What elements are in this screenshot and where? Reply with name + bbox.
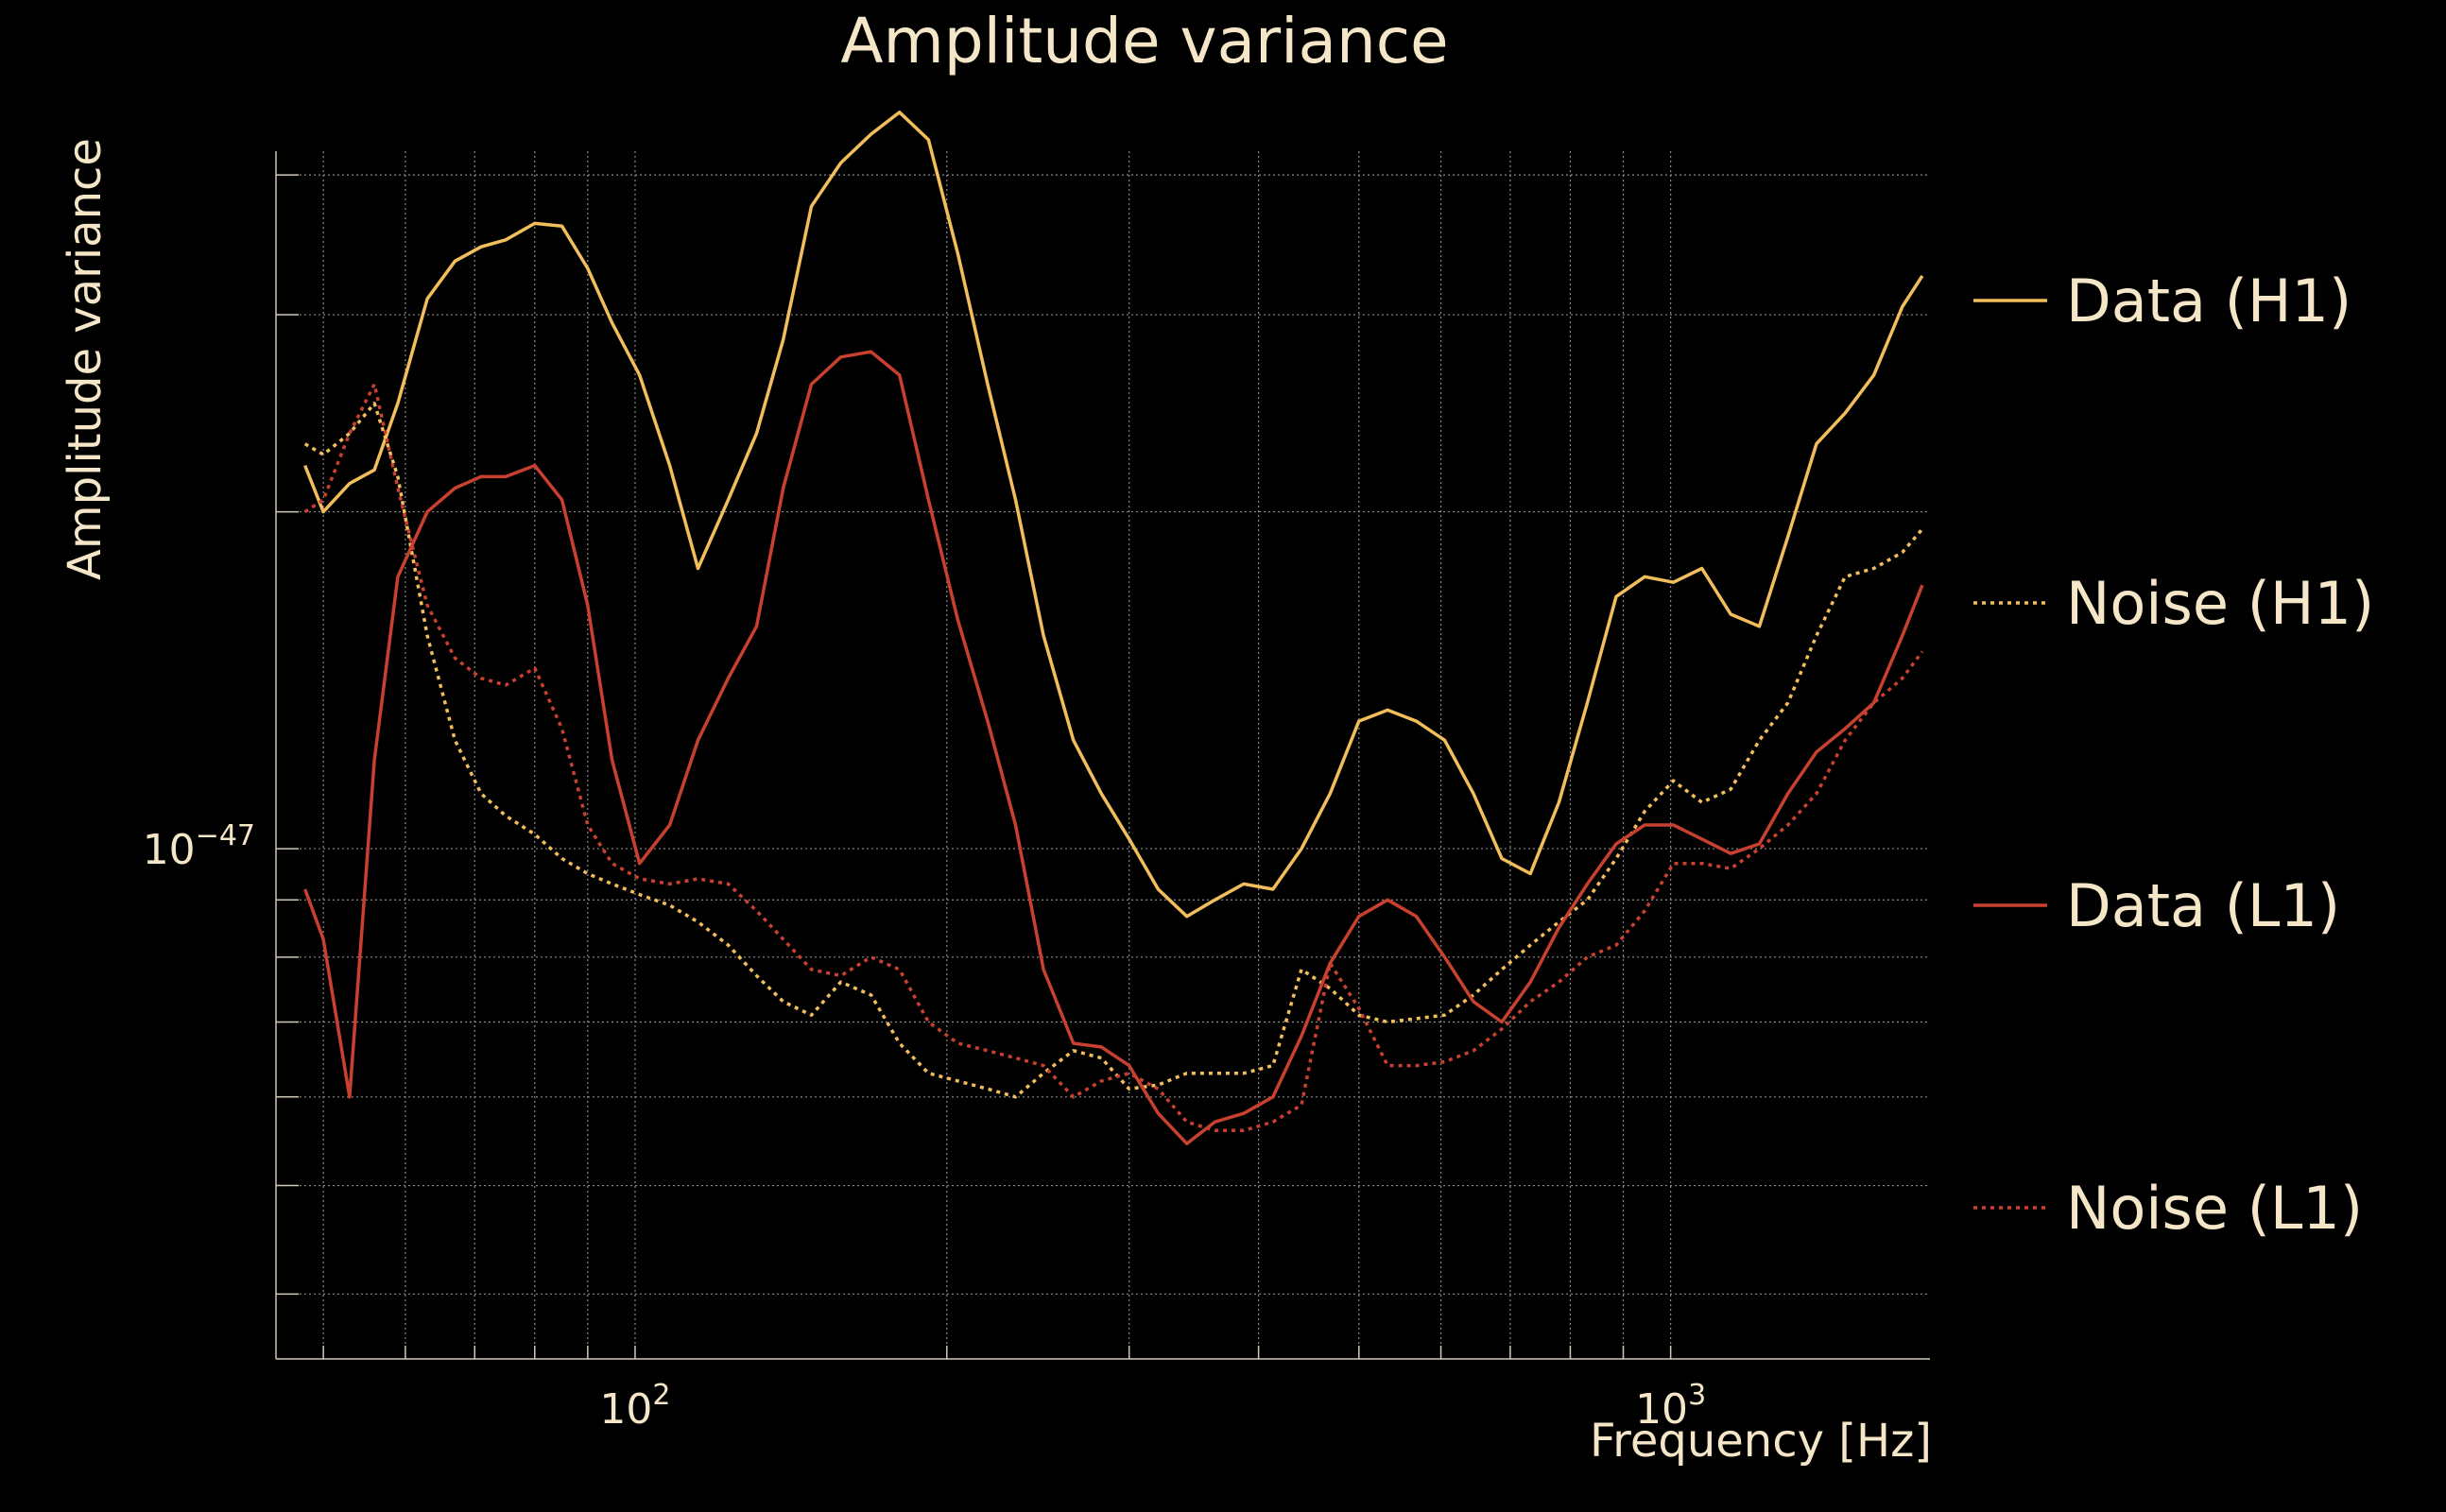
legend-label-noise-l1: Noise (L1) <box>2066 1174 2363 1243</box>
y-tick-label: 10−47 <box>143 819 255 874</box>
legend-label-data-h1: Data (H1) <box>2066 266 2351 335</box>
series-line-noise-l1 <box>303 382 1924 1133</box>
y-tick-labels: 10−47 <box>143 819 255 874</box>
chart-title: Amplitude variance <box>840 5 1448 77</box>
series-line-data-h1 <box>303 111 1924 919</box>
x-tick-label: 102 <box>599 1379 670 1434</box>
series-line-data-l1 <box>303 350 1924 1145</box>
axes-frame <box>275 151 1930 1360</box>
grid <box>276 151 1930 1359</box>
series-line-noise-h1 <box>303 402 1924 1099</box>
legend-label-noise-h1: Noise (H1) <box>2066 569 2374 638</box>
series-lines <box>303 111 1924 1145</box>
y-axis-label: Amplitude variance <box>59 138 112 580</box>
x-axis-label: Frequency [Hz] <box>1590 1415 1932 1468</box>
legend-label-data-l1: Data (L1) <box>2066 871 2340 940</box>
legend: Data (H1) Noise (H1) Data (L1) Noise (L1) <box>1973 266 2374 1243</box>
x-tick-label: 103 <box>1635 1379 1706 1434</box>
x-tick-labels: 102 103 <box>599 1379 1706 1434</box>
